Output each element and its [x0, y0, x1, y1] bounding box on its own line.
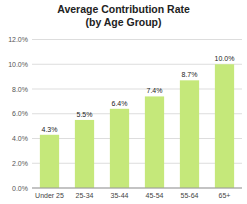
x-tick-label: 35-44 — [111, 192, 129, 199]
grid — [32, 40, 242, 189]
x-tick-label: 65+ — [219, 192, 231, 199]
chart-container: Average Contribution Rate(by Age Group) 0… — [0, 0, 247, 204]
bars — [40, 64, 234, 188]
bar — [75, 120, 94, 188]
y-tick-label: 12.0% — [8, 36, 28, 43]
y-tick-label: 0.0% — [12, 185, 28, 192]
data-label: 6.4% — [112, 100, 128, 107]
bar — [180, 80, 199, 188]
grid-line — [32, 138, 242, 139]
grid-line — [32, 39, 242, 40]
data-label: 8.7% — [182, 71, 198, 78]
data-label: 10.0% — [215, 55, 235, 62]
title: Average Contribution Rate(by Age Group) — [57, 3, 190, 28]
x-tick-label: Under 25 — [35, 192, 64, 199]
grid-line — [32, 113, 242, 114]
data-label: 7.4% — [147, 87, 163, 94]
y-tick-label: 8.0% — [12, 86, 28, 93]
grid-line — [32, 64, 242, 65]
grid-line — [32, 89, 242, 90]
grid-line — [32, 163, 242, 164]
x-axis-line — [32, 188, 242, 189]
title-line: Average Contribution Rate — [57, 3, 190, 15]
bar — [145, 96, 164, 188]
y-tick-label: 4.0% — [12, 135, 28, 142]
chart-svg: Average Contribution Rate(by Age Group) 0… — [0, 0, 247, 204]
x-tick-label: 45-54 — [146, 192, 164, 199]
x-tick-label: 55-64 — [181, 192, 199, 199]
data-label: 4.3% — [42, 126, 58, 133]
bar — [215, 64, 234, 188]
grid-line — [32, 188, 242, 189]
bar — [110, 109, 129, 188]
y-tick-label: 2.0% — [12, 160, 28, 167]
y-tick-label: 10.0% — [8, 61, 28, 68]
data-label: 5.5% — [77, 111, 93, 118]
y-tick-label: 6.0% — [12, 110, 28, 117]
bar — [40, 135, 59, 188]
title-line: (by Age Group) — [85, 16, 161, 28]
x-tick-label: 25-34 — [76, 192, 94, 199]
